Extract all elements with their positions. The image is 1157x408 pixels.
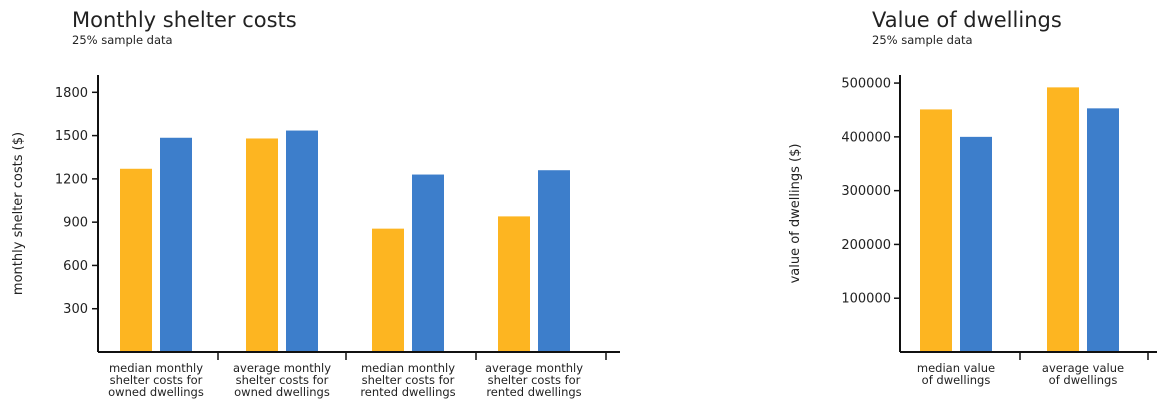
y-tick-label: 900 [63, 216, 88, 231]
x-tick-label: rented dwellings [486, 385, 581, 399]
x-tick-label: owned dwellings [234, 385, 330, 399]
bar-series-1-cat-2 [246, 138, 278, 352]
bar-series-2-cat-3 [412, 174, 444, 352]
y-axis-title: monthly shelter costs ($) [11, 132, 26, 295]
y-tick-label: 600 [63, 259, 88, 274]
x-tick-label: average value [1042, 361, 1124, 375]
x-tick-label: rented dwellings [360, 385, 455, 399]
x-tick-label: of dwellings [922, 373, 991, 387]
y-tick-label: 300 [63, 302, 88, 317]
x-tick-label: average monthly [233, 361, 331, 375]
x-tick-label: shelter costs for [362, 373, 455, 387]
y-tick-label: 300000 [841, 184, 891, 199]
y-tick-label: 400000 [841, 130, 891, 145]
y-tick-label: 200000 [841, 238, 891, 253]
y-tick-label: 500000 [841, 77, 891, 92]
chart-subtitle: 25% sample data [872, 33, 973, 47]
bar-series-2-cat-2 [286, 130, 318, 352]
bar-series-1-cat-1 [920, 109, 952, 352]
bar-series-1-cat-4 [498, 216, 530, 352]
y-tick-label: 1800 [55, 86, 88, 101]
bar-series-1-cat-2 [1047, 87, 1079, 352]
x-tick-label: median monthly [361, 361, 455, 375]
y-tick-label: 1200 [55, 172, 88, 187]
chart-title: Monthly shelter costs [72, 8, 297, 32]
y-tick-label: 100000 [841, 292, 891, 307]
bar-series-2-cat-4 [538, 170, 570, 352]
x-tick-label: of dwellings [1049, 373, 1118, 387]
x-tick-label: shelter costs for [488, 373, 581, 387]
bar-series-1-cat-1 [120, 168, 152, 352]
x-tick-label: shelter costs for [236, 373, 329, 387]
bar-series-2-cat-2 [1087, 108, 1119, 353]
x-tick-label: median monthly [109, 361, 203, 375]
x-tick-label: average monthly [485, 361, 583, 375]
bar-series-2-cat-1 [160, 137, 192, 352]
bar-series-1-cat-3 [372, 228, 404, 352]
x-tick-label: shelter costs for [110, 373, 203, 387]
bar-series-2-cat-1 [960, 136, 992, 352]
x-tick-label: median value [917, 361, 995, 375]
x-tick-label: owned dwellings [108, 385, 204, 399]
chart-subtitle: 25% sample data [72, 33, 173, 47]
chart-title: Value of dwellings [872, 8, 1062, 32]
y-tick-label: 1500 [55, 129, 88, 144]
y-axis-title: value of dwellings ($) [788, 144, 803, 284]
